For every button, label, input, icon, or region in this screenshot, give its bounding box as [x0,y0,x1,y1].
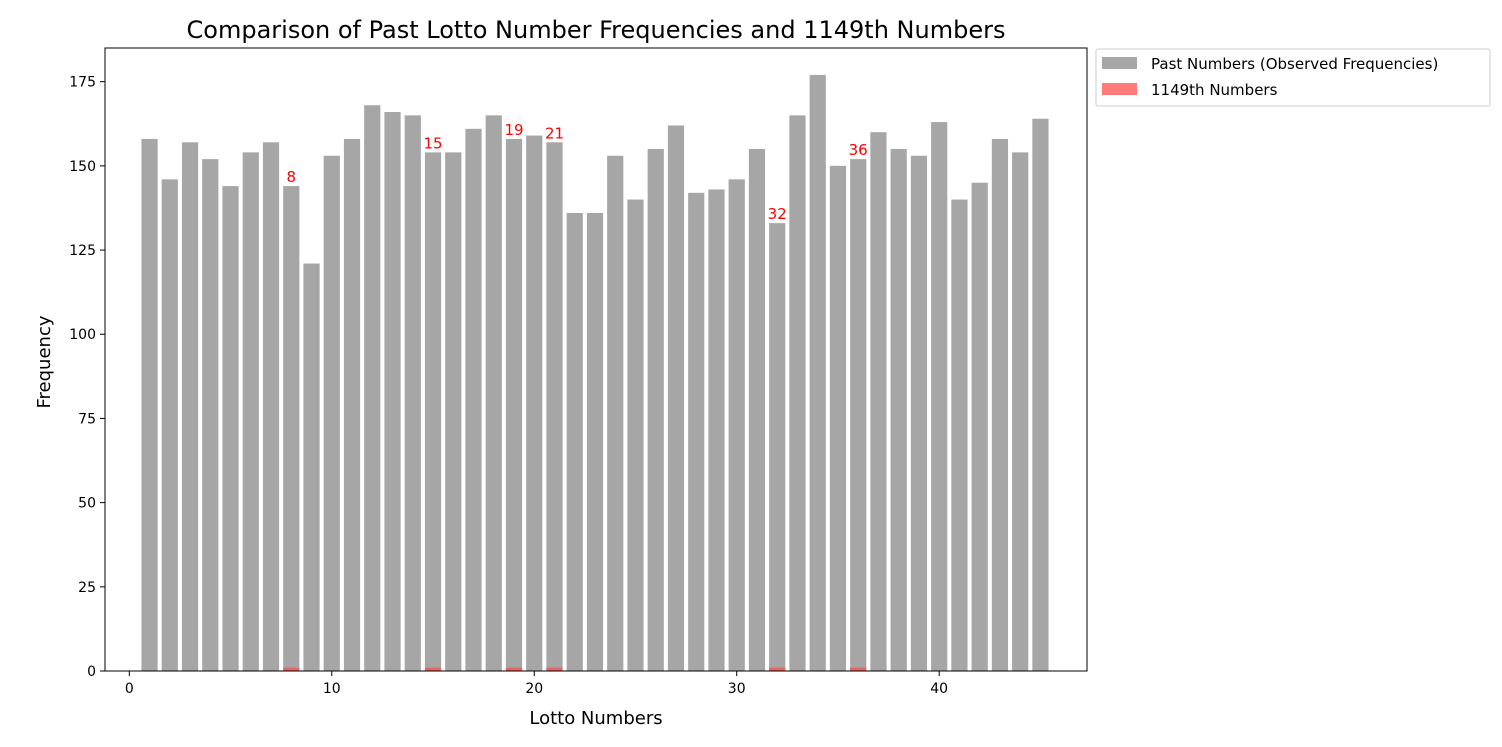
bar-past-36 [850,159,867,671]
bar-past-44 [1012,152,1029,671]
bar-past-14 [404,115,421,672]
x-tick-label-20: 20 [525,681,543,697]
bar-past-9 [303,263,320,671]
bar-current-8 [283,667,300,671]
x-tick-label-40: 40 [930,681,948,697]
bar-past-27 [667,125,685,671]
y-axis-label: Frequency [34,315,55,408]
x-tick-label-30: 30 [728,681,746,697]
legend: Past Numbers (Observed Frequencies) 1149… [1095,48,1491,107]
bar-past-35 [829,165,847,672]
legend-swatch-past [1102,57,1137,69]
bar-past-3 [181,142,199,672]
y-tick-label-50: 50 [78,496,96,512]
bar-past-8 [283,186,300,671]
bar-current-19 [505,667,523,671]
bar-past-19 [505,138,523,672]
bar-past-38 [890,149,907,671]
bar-past-41 [951,199,968,672]
bar-past-15 [424,152,442,671]
axes: 0 10 20 30 40 0 25 50 75 100 125 150 175 [69,47,1088,697]
bar-past-13 [384,111,401,672]
x-axis-label: Lotto Numbers [529,708,662,729]
bar-past-20 [526,135,543,671]
bar-past-29 [708,189,725,671]
bar-past-10 [323,155,340,671]
bar-past-23 [586,213,604,671]
y-tick-label-125: 125 [69,243,96,259]
annotation-19: 19 [504,121,523,139]
bar-past-16 [445,152,462,671]
annotation-36: 36 [849,141,868,159]
bar-past-30 [728,179,745,671]
bar-past-40 [931,122,948,672]
annotation-15: 15 [423,134,442,152]
annotation-32: 32 [768,205,787,223]
legend-label-current: 1149th Numbers [1151,81,1278,99]
bar-current-21 [546,667,563,671]
legend-frame [1095,48,1491,107]
bar-current-32 [769,667,786,671]
bar-past-6 [242,152,259,671]
bar-past-33 [789,115,806,672]
bar-past-24 [607,155,624,671]
bar-past-2 [161,179,178,671]
bar-past-43 [991,138,1009,672]
plot-frame [104,47,1088,672]
bar-past-18 [485,115,502,672]
bar-current-15 [424,667,442,671]
bar-past-26 [647,149,664,671]
bar-past-1 [141,138,158,672]
legend-label-past: Past Numbers (Observed Frequencies) [1151,55,1438,73]
bar-past-21 [546,142,563,672]
bar-past-39 [910,155,928,671]
y-tick-label-25: 25 [78,580,96,596]
y-tick-label-0: 0 [87,664,96,680]
chart-title: Comparison of Past Lotto Number Frequenc… [187,16,1006,44]
annotation-21: 21 [545,124,564,142]
y-tick-label-150: 150 [69,159,96,175]
plot-area: 8 15 19 21 32 36 [141,74,1049,672]
bar-past-12 [364,105,381,671]
bar-current-36 [850,667,867,671]
x-tick-label-10: 10 [323,681,341,697]
bar-past-42 [971,182,988,671]
y-tick-label-75: 75 [78,411,96,427]
bar-past-37 [870,132,887,671]
bar-past-5 [222,186,239,671]
y-tick-label-175: 175 [69,75,96,91]
bar-past-4 [202,159,219,671]
bar-past-32 [769,223,786,672]
x-tick-label-0: 0 [125,681,134,697]
bar-past-34 [809,74,826,671]
bar-past-31 [748,149,766,671]
y-tick-label-100: 100 [69,327,96,343]
bar-past-17 [465,128,482,671]
bar-past-25 [627,199,644,672]
legend-swatch-current [1102,83,1137,95]
bar-past-22 [566,213,583,671]
annotation-8: 8 [287,168,297,186]
bar-past-7 [262,142,280,672]
bar-past-11 [343,138,361,672]
bar-past-28 [688,192,705,671]
bar-past-45 [1032,118,1049,672]
